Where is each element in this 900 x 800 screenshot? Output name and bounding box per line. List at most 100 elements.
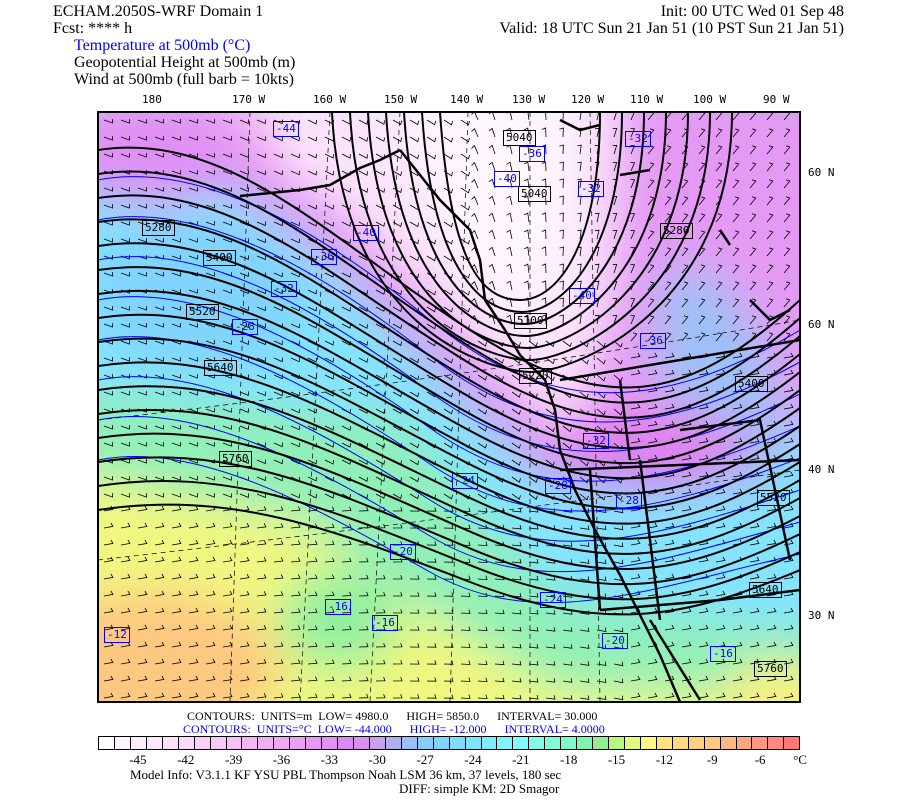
lon-label: 160 W xyxy=(313,93,347,106)
height-label: 5220 xyxy=(519,368,552,384)
temp-label: -36 xyxy=(640,333,666,349)
colorbar-cell xyxy=(146,737,163,749)
height-label: 5520 xyxy=(757,490,790,506)
colorbar-tick-label: -12 xyxy=(655,752,674,767)
colorbar-cell xyxy=(688,737,705,749)
temp-label: -28 xyxy=(616,493,642,509)
colorbar-cell xyxy=(338,737,354,749)
colorbar-tick-label: -42 xyxy=(177,752,195,767)
colorbar-tick-label: -36 xyxy=(272,752,291,767)
colorbar-cell xyxy=(114,737,131,749)
height-contour xyxy=(98,313,800,495)
interval: INTERVAL= 30.000 xyxy=(497,709,598,723)
height-contour xyxy=(98,218,800,434)
colorbar-tick-label: -18 xyxy=(559,752,578,767)
temp-label: -40 xyxy=(494,171,520,187)
colorbar-cell xyxy=(497,737,514,749)
colorbar-cell xyxy=(656,737,673,749)
contours-label: CONTOURS: xyxy=(187,709,255,723)
height-label: 5640 xyxy=(204,360,237,376)
height-label: 5100 xyxy=(514,313,547,329)
colorbar-tick-label: -27 xyxy=(416,752,434,767)
temp-label: -44 xyxy=(273,121,299,137)
height-label: 5400 xyxy=(203,250,236,266)
temp-label: -16 xyxy=(710,646,736,662)
temp-label: -32 xyxy=(271,281,297,297)
field-height: Geopotential Height at 500mb (m) xyxy=(74,54,296,71)
lat-label: 30 N xyxy=(808,609,835,622)
colorbar-cell xyxy=(577,737,594,749)
temp-label: -40 xyxy=(353,225,379,241)
model-info: Model Info: V3.1.1 KF YSU PBL Thompson N… xyxy=(130,767,562,782)
temp-label: -24 xyxy=(452,473,478,489)
model-title: ECHAM.2050S-WRF Domain 1 xyxy=(53,3,264,20)
valid-time: Valid: 18 UTC Sun 21 Jan 51 (10 PST Sun … xyxy=(499,20,844,37)
low: LOW= -44.000 xyxy=(317,722,392,736)
field-wind: Wind at 500mb (full barb = 10kts) xyxy=(74,71,294,88)
colorbar-tick-label: -33 xyxy=(320,752,338,767)
temp-label: -16 xyxy=(372,615,398,631)
high: HIGH= -12.000 xyxy=(409,722,487,736)
colorbar-cell xyxy=(529,737,546,749)
height-label: 5400 xyxy=(735,376,768,392)
colorbar-tick-label: -39 xyxy=(224,752,243,767)
height-label: 5760 xyxy=(754,661,787,677)
temperature-contour-info: CONTOURS: UNITS=°C LOW= -44.000 HIGH= -1… xyxy=(183,723,605,735)
temperature-contour xyxy=(98,336,800,512)
lat-label: 40 N xyxy=(808,463,835,476)
wind-barbs xyxy=(103,112,794,701)
colorbar-tick-label: -6 xyxy=(754,752,766,767)
height-contour xyxy=(98,408,800,555)
height-contour xyxy=(98,170,800,404)
units: UNITS=m xyxy=(260,709,313,723)
lon-label: 100 W xyxy=(693,93,727,106)
colorbar-cell xyxy=(417,737,434,749)
height-contour xyxy=(98,385,800,540)
lon-label: 110 W xyxy=(630,93,664,106)
colorbar-cell xyxy=(354,737,370,749)
lon-label: 150 W xyxy=(384,93,418,106)
temp-label: -12 xyxy=(104,627,130,643)
temp-label: -32 xyxy=(625,131,651,147)
height-contour xyxy=(98,480,800,601)
field-temperature: Temperature at 500mb (°C) xyxy=(74,37,251,54)
colorbar-cell xyxy=(513,737,530,749)
colorbar-cell xyxy=(99,737,115,749)
temp-label: -32 xyxy=(578,181,604,197)
temperature-contour xyxy=(98,376,800,542)
colorbar xyxy=(98,736,800,750)
height-contour xyxy=(439,112,601,302)
height-contour xyxy=(98,361,800,525)
height-contour xyxy=(349,112,711,362)
height-contour xyxy=(421,112,623,314)
temp-label: -28 xyxy=(232,319,258,335)
height-contour xyxy=(403,112,645,326)
lon-label: 90 W xyxy=(763,93,790,106)
colorbar-cell xyxy=(194,737,211,749)
height-label: 5640 xyxy=(749,582,782,598)
colorbar-cell xyxy=(385,737,402,749)
colorbar-cell xyxy=(258,737,275,749)
height-label: 5040 xyxy=(518,186,551,202)
init-time: Init: 00 UTC Wed 01 Sep 48 xyxy=(660,3,844,20)
high: HIGH= 5850.0 xyxy=(406,709,480,723)
colorbar-cell xyxy=(226,737,243,749)
colorbar-cell xyxy=(290,737,307,749)
colorbar-cell xyxy=(162,737,179,749)
colorbar-cell xyxy=(561,737,578,749)
colorbar-cell xyxy=(401,737,418,749)
interval: INTERVAL= 4.0000 xyxy=(504,722,605,736)
colorbar-cell xyxy=(449,737,466,749)
height-contour xyxy=(98,456,800,586)
colorbar-cell xyxy=(369,737,386,749)
colorbar-cell xyxy=(704,737,721,749)
lon-label: 140 W xyxy=(450,93,484,106)
colorbar-cell xyxy=(322,737,339,749)
colorbar-cell xyxy=(768,737,785,749)
colorbar-unit: °C xyxy=(793,752,807,767)
diff-info: DIFF: simple KM: 2D Smagor xyxy=(399,781,560,796)
contours-label: CONTOURS: xyxy=(183,722,251,736)
temp-label: -16 xyxy=(325,599,351,615)
height-label: 5040 xyxy=(503,130,536,146)
